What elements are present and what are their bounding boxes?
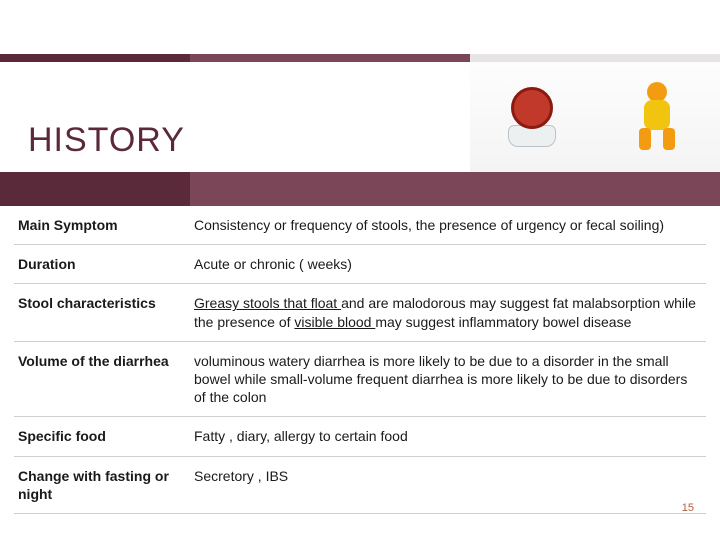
table-row: Stool characteristicsGreasy stools that … bbox=[14, 284, 706, 341]
table-row: Main SymptomConsistency or frequency of … bbox=[14, 206, 706, 245]
toilet-icon bbox=[508, 87, 556, 147]
table-row: Specific foodFatty , diary, allergy to c… bbox=[14, 417, 706, 456]
table-row: DurationAcute or chronic ( weeks) bbox=[14, 245, 706, 284]
row-description: Fatty , diary, allergy to certain food bbox=[180, 417, 706, 456]
table-body: Main SymptomConsistency or frequency of … bbox=[14, 206, 706, 513]
row-label: Stool characteristics bbox=[14, 284, 180, 341]
row-description: voluminous watery diarrhea is more likel… bbox=[180, 341, 706, 417]
row-label: Specific food bbox=[14, 417, 180, 456]
row-description: Consistency or frequency of stools, the … bbox=[180, 206, 706, 245]
row-description: Greasy stools that float and are malodor… bbox=[180, 284, 706, 341]
band-seg-2 bbox=[190, 172, 720, 206]
row-description: Acute or chronic ( weeks) bbox=[180, 245, 706, 284]
history-table: Main SymptomConsistency or frequency of … bbox=[14, 206, 706, 514]
row-label: Main Symptom bbox=[14, 206, 180, 245]
row-label: Change with fasting or night bbox=[14, 456, 180, 513]
band-seg-1 bbox=[0, 172, 190, 206]
header-band bbox=[0, 172, 720, 206]
page-title: HISTORY bbox=[28, 121, 185, 160]
accent-bar-1 bbox=[0, 54, 190, 62]
table-row: Volume of the diarrheavoluminous watery … bbox=[14, 341, 706, 417]
table-row: Change with fasting or nightSecretory , … bbox=[14, 456, 706, 513]
figure-icon bbox=[632, 82, 682, 152]
title-block: HISTORY bbox=[0, 62, 470, 172]
row-description: Secretory , IBS bbox=[180, 456, 706, 513]
page-number: 15 bbox=[682, 502, 694, 514]
accent-bar-2 bbox=[190, 54, 470, 62]
decorative-image bbox=[470, 62, 720, 172]
row-label: Volume of the diarrhea bbox=[14, 341, 180, 417]
row-label: Duration bbox=[14, 245, 180, 284]
accent-bar-3 bbox=[470, 54, 720, 62]
top-accent-bars bbox=[0, 0, 720, 62]
